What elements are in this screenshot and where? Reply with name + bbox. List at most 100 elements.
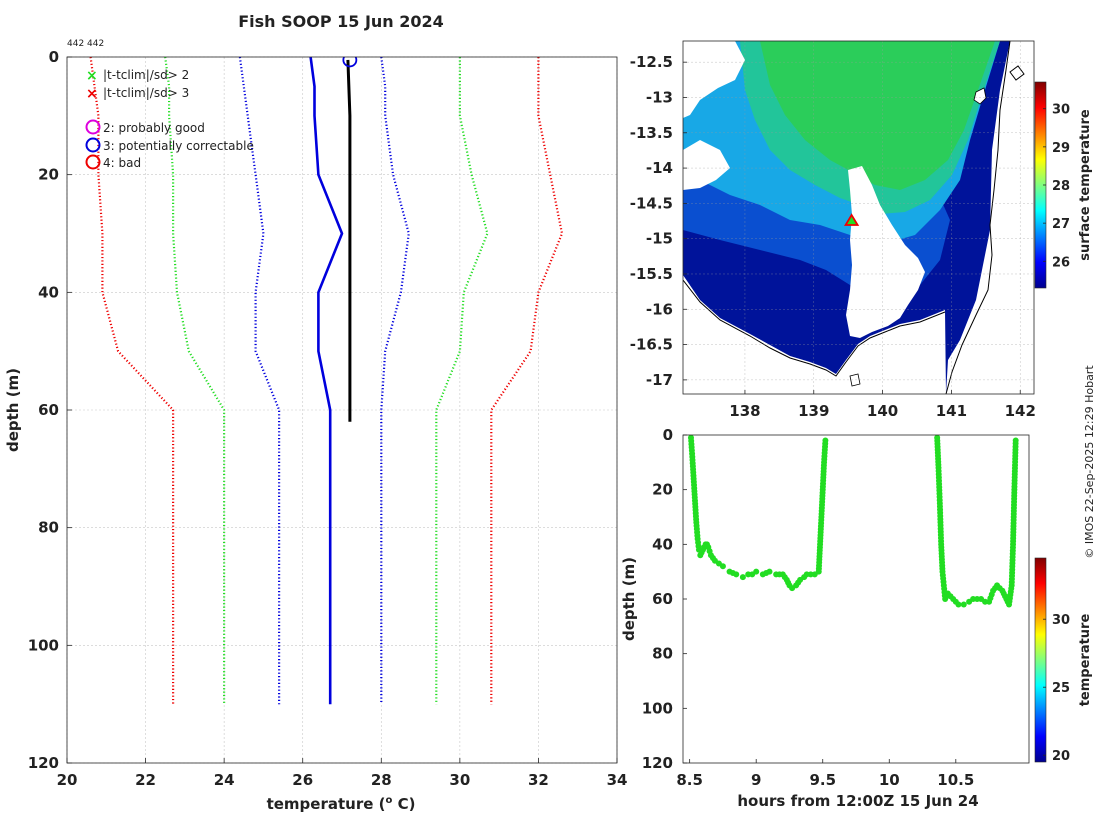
profile-ytick-label: 60 (38, 401, 59, 419)
cloud-gap-w (683, 140, 730, 190)
profile-series-observed (346, 59, 352, 422)
depth-time-colorbar-tick-label: 20 (1052, 749, 1070, 764)
legend-label-potentially-correctable: 3: potentially correctable (103, 139, 254, 153)
legend-item-potentially-correctable: 3: potentially correctable (85, 137, 254, 153)
depth-time-ytick-label: 40 (652, 535, 673, 553)
depth-time-xtick-label: 10.5 (937, 771, 974, 789)
profile-ytick-label: 120 (28, 754, 59, 772)
figure-title: Fish SOOP 15 Jun 2024 (238, 12, 444, 31)
map-colorbar-ticks: 26 27 28 29 30 (1043, 103, 1070, 270)
profile-xtick-label: 20 (57, 771, 78, 789)
legend-label-outlier-3sd: |t-tclim|/sd> 3 (103, 86, 189, 100)
profile-ytick-label: 40 (38, 283, 59, 301)
map-colorbar-tick-label: 28 (1052, 179, 1070, 194)
depth-time-point (733, 571, 740, 578)
map-colorbar-tick-label: 27 (1052, 217, 1070, 232)
depth-time-point (960, 601, 967, 608)
map-ytick-label: -13 (646, 88, 673, 106)
map-xtick-label: 141 (936, 402, 967, 420)
depth-time-ytick-label: 60 (652, 590, 673, 608)
profile-xtick-label: 32 (528, 771, 549, 789)
map-frame (682, 40, 1035, 395)
depth-time-point (719, 563, 726, 570)
legend-circle-blue-icon (85, 137, 101, 153)
cloud-gap-nw (683, 41, 745, 118)
map-ytick-label: -15 (646, 230, 673, 248)
cape-york-land (946, 41, 1034, 394)
coastline-tip (1009, 65, 1025, 81)
map-grid (683, 41, 1034, 394)
map-xtick-label: 142 (1005, 402, 1036, 420)
profile-xtick-label: 28 (371, 771, 392, 789)
map-colorbar-tick-label: 30 (1052, 103, 1070, 118)
map-ytick-label: -12.5 (630, 53, 673, 71)
xlabel-superscript: o (385, 795, 392, 806)
map-position-marker (844, 213, 860, 226)
sst-heatmap (683, 41, 1034, 394)
map-colorbar-tick-label: 26 (1052, 255, 1070, 270)
map-colorbar-tick-label: 29 (1052, 141, 1070, 156)
profile-series-clim+2sd (435, 57, 489, 705)
profile-ticks: 20 22 24 26 28 30 32 34 0 20 40 60 80 100 120 (28, 48, 628, 789)
depth-time-ytick-label: 120 (642, 754, 673, 772)
depth-time-panel: 8.5 9 9.5 10 10.5 0 20 40 60 80 100 120 depth (m) h… (620, 426, 1093, 810)
credit-text: © IMOS 22-Sep-2025 12:29 Hobart (1083, 365, 1096, 559)
depth-time-point (753, 568, 760, 575)
depth-time-xtick-label: 9 (751, 771, 761, 789)
depth-time-ticks: 8.5 9 9.5 10 10.5 0 20 40 60 80 100 120 (642, 426, 975, 789)
profile-series-clim-3sd (89, 57, 175, 705)
xlabel-main: temperature ( (267, 795, 386, 813)
legend-circle-red-icon (85, 154, 101, 170)
depth-time-colorbar-ticks: 20 25 30 (1043, 613, 1070, 764)
map-colorbar-label: surface temperature (1078, 109, 1093, 261)
profile-series-clim (309, 57, 344, 705)
profile-series (89, 57, 564, 705)
cloud-gap-land (846, 166, 925, 338)
sst-field-green (760, 41, 995, 190)
legend-item-probably-good: 2: probably good (85, 119, 205, 135)
profile-xtick-label: 30 (449, 771, 470, 789)
profile-ytick-label: 20 (38, 166, 59, 184)
xlabel-end: C) (392, 795, 415, 813)
legend-item-outlier-3sd: × |t-tclim|/sd> 3 (86, 86, 189, 102)
island (973, 87, 987, 105)
profile-xtick-label: 34 (607, 771, 628, 789)
map-position-triangle (844, 213, 860, 226)
legend-x-red-icon: × (86, 86, 98, 102)
depth-time-colorbar (1034, 557, 1047, 763)
depth-time-xlabel: hours from 12:00Z 15 Jun 24 (737, 792, 978, 810)
gulf-land (683, 275, 946, 394)
depth-time-points (687, 435, 1019, 608)
map-ytick-label: -16.5 (630, 336, 673, 354)
profile-xtick-label: 26 (292, 771, 313, 789)
map-ytick-label: -13.5 (630, 124, 673, 142)
profile-flag-circle (342, 57, 358, 68)
depth-time-point (955, 601, 962, 608)
profile-ytick-label: 100 (28, 636, 59, 654)
depth-time-ytick-label: 80 (652, 645, 673, 663)
depth-time-ylabel: depth (m) (620, 557, 638, 641)
map-xtick-label: 139 (798, 402, 829, 420)
depth-time-ytick-label: 100 (642, 699, 673, 717)
map-ytick-label: -14.5 (630, 194, 673, 212)
profile-ytick-label: 0 (49, 48, 59, 66)
depth-time-colorbar-tick-label: 25 (1052, 681, 1070, 696)
profile-ytick-label: 80 (38, 519, 59, 537)
depth-time-xtick-label: 10 (879, 771, 900, 789)
depth-time-colorbar-tick-label: 30 (1052, 613, 1070, 628)
map-ytick-label: -16 (646, 300, 673, 318)
legend-item-outlier-2sd: × |t-tclim|/sd> 2 (86, 68, 189, 84)
map-ticks: 138 139 140 141 142 -12.5 -13 -13.5 -14 -14.5 -15 -… (630, 53, 1036, 420)
map-ytick-label: -17 (646, 371, 673, 389)
profile-legend: × |t-tclim|/sd> 2 × |t-tclim|/sd> 3 2: p… (85, 68, 254, 170)
map-panel: 138 139 140 141 142 -12.5 -13 -13.5 -14 -14.5 -15 -… (630, 40, 1093, 420)
depth-time-ytick-label: 20 (652, 481, 673, 499)
map-ytick-label: -14 (646, 159, 673, 177)
legend-item-bad: 4: bad (85, 154, 141, 170)
depth-time-xtick-label: 8.5 (676, 771, 703, 789)
legend-circle-magenta-icon (85, 119, 101, 135)
coastline-east (945, 41, 1011, 394)
depth-time-point (766, 568, 773, 575)
profile-panel: 20 22 24 26 28 30 32 34 0 20 40 60 80 100 120 depth (m… (4, 48, 627, 813)
